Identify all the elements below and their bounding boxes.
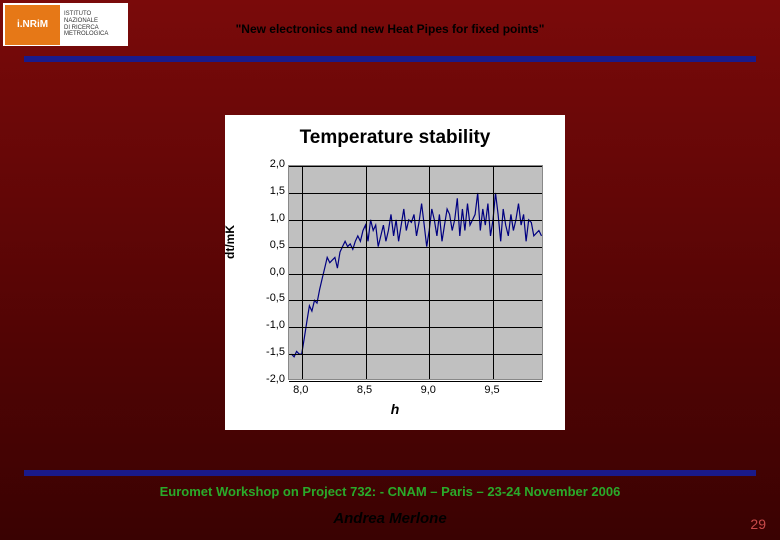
y-tick-label: 1,5 <box>255 185 285 197</box>
gridline-h <box>289 300 542 301</box>
gridline-v <box>366 166 367 379</box>
slide-number: 29 <box>750 516 766 532</box>
chart-title: Temperature stability <box>225 115 565 149</box>
gridline-h <box>289 247 542 248</box>
gridline-h <box>289 327 542 328</box>
gridline-h <box>289 166 542 167</box>
gridline-v <box>429 166 430 379</box>
y-axis-label: dt/mK <box>223 212 237 272</box>
y-tick-label: 1,0 <box>255 212 285 224</box>
y-tick-label: -2,0 <box>255 373 285 385</box>
y-tick-label: 2,0 <box>255 158 285 170</box>
x-tick-label: 8,5 <box>350 384 380 396</box>
footer-workshop: Euromet Workshop on Project 732: - CNAM … <box>0 484 780 499</box>
y-tick-label: 0,0 <box>255 266 285 278</box>
x-axis-label: h <box>225 401 565 417</box>
header-title: "New electronics and new Heat Pipes for … <box>0 22 780 36</box>
chart-container: Temperature stability dt/mK h -2,0 -1,5 -1… <box>225 115 565 430</box>
y-tick-label: 0,5 <box>255 239 285 251</box>
gridline-v <box>493 166 494 379</box>
y-tick-label: -1,0 <box>255 319 285 331</box>
gridline-h <box>289 381 542 382</box>
gridline-h <box>289 354 542 355</box>
gridline-h <box>289 274 542 275</box>
x-tick-label: 9,5 <box>477 384 507 396</box>
top-divider <box>24 56 756 62</box>
x-tick-label: 8,0 <box>286 384 316 396</box>
y-tick-label: -0,5 <box>255 292 285 304</box>
y-tick-label: -1,5 <box>255 346 285 358</box>
gridline-h <box>289 193 542 194</box>
gridline-h <box>289 220 542 221</box>
bottom-divider <box>24 470 756 476</box>
footer-author: Andrea Merlone <box>0 510 780 527</box>
gridline-v <box>302 166 303 379</box>
x-tick-label: 9,0 <box>413 384 443 396</box>
plot-area <box>288 165 543 380</box>
